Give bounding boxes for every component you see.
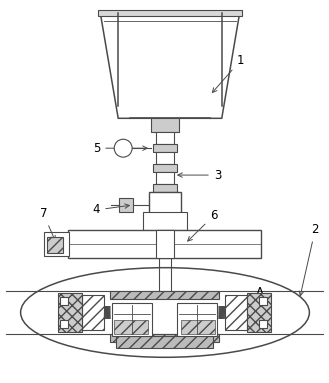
- Bar: [114, 321, 148, 334]
- Bar: [225, 295, 247, 331]
- Polygon shape: [100, 13, 240, 118]
- Bar: [47, 237, 63, 253]
- Bar: [143, 212, 187, 230]
- Bar: [153, 144, 177, 152]
- Text: 6: 6: [188, 210, 217, 241]
- Bar: [156, 172, 174, 184]
- Bar: [153, 164, 177, 172]
- Bar: [112, 303, 152, 336]
- Text: 5: 5: [93, 142, 147, 155]
- Bar: [98, 10, 242, 16]
- Bar: [153, 184, 177, 192]
- Bar: [156, 230, 174, 258]
- Bar: [177, 303, 217, 336]
- Text: 1: 1: [212, 54, 244, 93]
- Bar: [68, 230, 261, 258]
- Text: A: A: [243, 286, 264, 301]
- Bar: [181, 321, 215, 334]
- Text: 3: 3: [178, 169, 221, 182]
- Bar: [119, 198, 133, 212]
- Bar: [155, 230, 175, 236]
- Text: 7: 7: [40, 208, 55, 240]
- Bar: [61, 321, 68, 328]
- Bar: [116, 336, 213, 348]
- Bar: [259, 321, 266, 328]
- Bar: [156, 152, 174, 164]
- Bar: [156, 218, 174, 230]
- Bar: [151, 118, 179, 132]
- Bar: [61, 296, 68, 304]
- Bar: [149, 192, 181, 218]
- Circle shape: [114, 139, 132, 157]
- Bar: [59, 293, 82, 332]
- Bar: [43, 232, 69, 256]
- Bar: [259, 296, 266, 304]
- Text: 4: 4: [93, 203, 129, 216]
- Text: 2: 2: [299, 223, 319, 296]
- Bar: [156, 132, 174, 144]
- Bar: [110, 291, 219, 298]
- Bar: [110, 334, 219, 342]
- Bar: [82, 295, 104, 331]
- Bar: [247, 293, 270, 332]
- Bar: [156, 230, 174, 240]
